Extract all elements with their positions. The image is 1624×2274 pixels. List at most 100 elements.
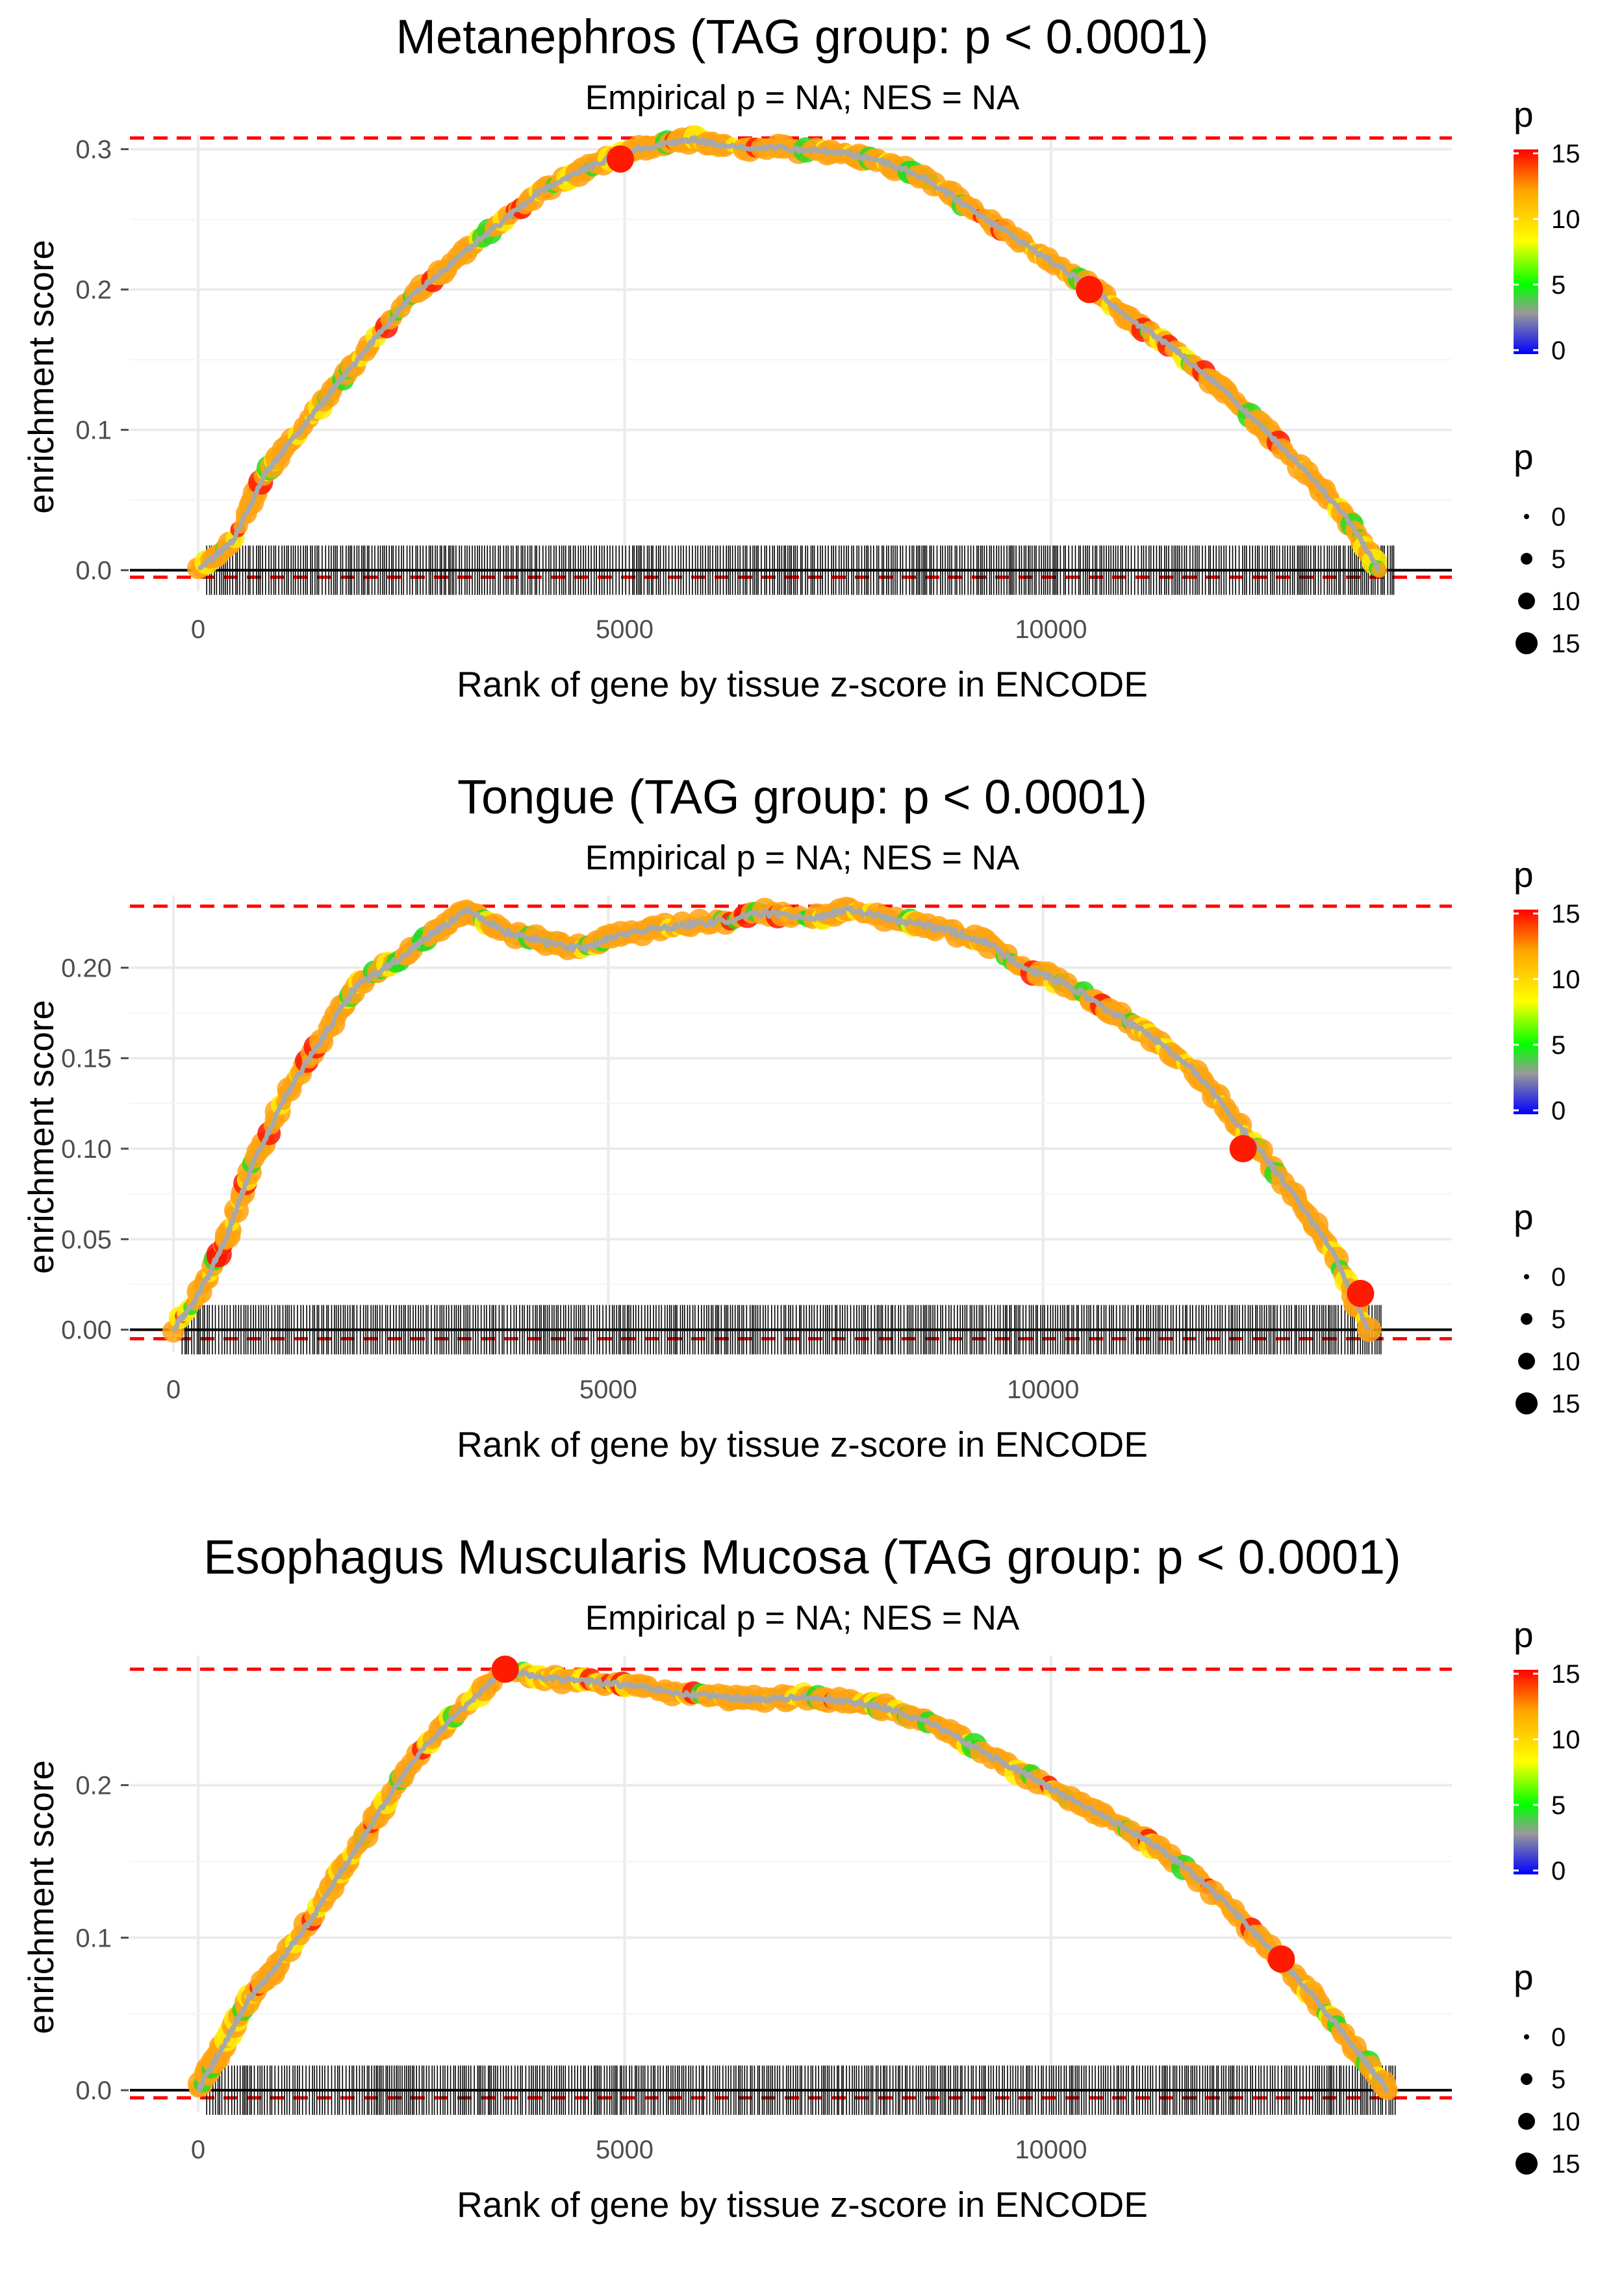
chart-subtitle: Empirical p = NA; NES = NA (585, 839, 1020, 877)
y-tick-label: 0.05 (61, 1225, 112, 1254)
colour-bar-label: 15 (1551, 140, 1580, 168)
legend-size-title: p (1514, 1957, 1534, 1997)
highlight-point (1076, 275, 1104, 303)
y-tick-label: 0.10 (61, 1135, 112, 1164)
x-axis-label: Rank of gene by tissue z-score in ENCODE (457, 1424, 1148, 1464)
es-points (162, 897, 1382, 1343)
plot-area (130, 1655, 1452, 2115)
size-legend-label: 0 (1551, 503, 1566, 531)
es-curve (197, 135, 1381, 572)
highlight-point (606, 145, 634, 173)
size-legend-label: 10 (1551, 1348, 1580, 1376)
chart-subtitle: Empirical p = NA; NES = NA (585, 79, 1020, 117)
x-axis-label: Rank of gene by tissue z-score in ENCODE (457, 2184, 1148, 2225)
colour-bar (1514, 149, 1538, 354)
colour-bar-label: 5 (1551, 1791, 1566, 1820)
size-legend-label: 5 (1551, 545, 1566, 574)
size-legend-label: 5 (1551, 2065, 1566, 2094)
es-curve (196, 1665, 1389, 2093)
legend-colour-title: p (1514, 94, 1534, 134)
y-tick-label: 0.1 (75, 1924, 112, 1952)
x-tick-label: 5000 (579, 1375, 637, 1404)
size-legend-dot (1521, 1313, 1532, 1325)
x-tick-label: 5000 (596, 615, 653, 644)
legend-size-title: p (1514, 437, 1534, 477)
size-legend-label: 0 (1551, 1263, 1566, 1292)
size-legend-label: 10 (1551, 2108, 1580, 2136)
highlight-point (1267, 1945, 1295, 1973)
size-legend-label: 15 (1551, 1390, 1580, 1418)
y-tick-label: 0.0 (75, 557, 112, 585)
highlight-point (1347, 1279, 1375, 1307)
colour-bar-label: 10 (1551, 1726, 1580, 1754)
es-curve (171, 905, 1371, 1333)
chart-svg-tongue: Tongue (TAG group: p < 0.0001) Empirical… (21, 770, 1580, 1464)
chart-subtitle: Empirical p = NA; NES = NA (585, 1599, 1020, 1637)
size-legend-dot (1524, 1274, 1529, 1279)
y-tick-label: 0.00 (61, 1316, 112, 1345)
y-tick-label: 0.15 (61, 1045, 112, 1073)
size-legend-dot (1521, 2073, 1532, 2085)
legend-colour-title: p (1514, 1615, 1534, 1655)
gridlines (130, 895, 1452, 1351)
size-legend-label: 15 (1551, 630, 1580, 658)
size-legend-label: 0 (1551, 2023, 1566, 2052)
size-legend-label: 5 (1551, 1305, 1566, 1334)
size-legend-dot (1516, 1392, 1538, 1414)
plot-area (130, 895, 1452, 1355)
size-legend-dot (1521, 553, 1532, 565)
x-tick-labels: 0 5000 10000 (191, 2136, 1087, 2164)
y-tick-label: 0.1 (75, 416, 112, 445)
y-axis-label: enrichment score (21, 1760, 61, 2034)
colour-bar-label: 0 (1551, 337, 1566, 365)
x-tick-label: 10000 (1007, 1375, 1079, 1404)
y-tick-labels: 0.0 0.1 0.2 (75, 1772, 129, 2105)
gridlines (130, 135, 1452, 591)
y-tick-label: 0.0 (75, 2076, 112, 2105)
x-tick-labels: 0 5000 10000 (191, 615, 1087, 644)
size-legend-dot (1518, 1353, 1535, 1370)
legends: 0 5 10 15 0 5 10 15 (1514, 140, 1580, 658)
x-tick-label: 10000 (1015, 2136, 1087, 2164)
size-legend-label: 10 (1551, 587, 1580, 616)
size-legend-label: 15 (1551, 2150, 1580, 2178)
legends: 0 5 10 15 0 5 10 15 (1514, 1660, 1580, 2178)
chart-panel-tongue: Tongue (TAG group: p < 0.0001) Empirical… (0, 760, 1624, 1520)
chart-panel-metanephros: Metanephros (TAG group: p < 0.0001) Empi… (0, 0, 1624, 760)
legend-colour-title: p (1514, 854, 1534, 895)
colour-bar-label: 0 (1551, 1857, 1566, 1885)
y-axis-label: enrichment score (21, 240, 61, 514)
x-tick-label: 0 (191, 615, 205, 644)
colour-bar-label: 10 (1551, 205, 1580, 234)
size-legend-dot (1516, 2153, 1538, 2175)
x-tick-label: 0 (166, 1375, 181, 1404)
colour-bar (1514, 910, 1538, 1114)
y-tick-labels: 0.00 0.05 0.10 0.15 0.20 (61, 954, 129, 1345)
highlight-point (491, 1655, 519, 1683)
colour-bar-label: 15 (1551, 900, 1580, 928)
chart-title: Esophagus Muscularis Mucosa (TAG group: … (203, 1530, 1401, 1584)
colour-bar-label: 10 (1551, 965, 1580, 994)
x-tick-labels: 0 5000 10000 (166, 1375, 1080, 1404)
colour-bar-label: 5 (1551, 1031, 1566, 1060)
chart-title: Metanephros (TAG group: p < 0.0001) (396, 10, 1208, 64)
highlight-point (1229, 1135, 1257, 1162)
legend-size-title: p (1514, 1197, 1534, 1237)
y-axis-label: enrichment score (21, 1000, 61, 1274)
x-tick-label: 5000 (596, 2136, 653, 2164)
x-axis-label: Rank of gene by tissue z-score in ENCODE (457, 664, 1148, 704)
plot-area (130, 125, 1452, 595)
y-tick-label: 0.2 (75, 1772, 112, 1800)
chart-svg-metanephros: Metanephros (TAG group: p < 0.0001) Empi… (21, 10, 1580, 704)
chart-svg-esophagus: Esophagus Muscularis Mucosa (TAG group: … (21, 1530, 1580, 2225)
size-legend-dot (1518, 2113, 1535, 2130)
x-tick-label: 0 (191, 2136, 205, 2164)
colour-bar (1514, 1670, 1538, 1874)
chart-panel-esophagus-muscularis-mucosa: Esophagus Muscularis Mucosa (TAG group: … (0, 1520, 1624, 2274)
size-legend-dot (1524, 2034, 1529, 2039)
y-tick-label: 0.2 (75, 276, 112, 305)
chart-title: Tongue (TAG group: p < 0.0001) (457, 770, 1147, 824)
y-tick-label: 0.3 (75, 136, 112, 164)
es-points (187, 1655, 1399, 2101)
legends: 0 5 10 15 0 5 10 15 (1514, 900, 1580, 1418)
